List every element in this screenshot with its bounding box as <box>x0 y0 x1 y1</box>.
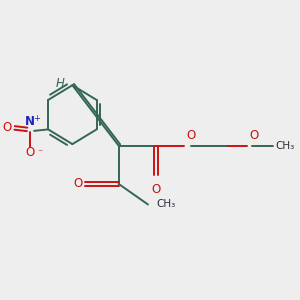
Text: O: O <box>2 122 11 134</box>
Text: O: O <box>250 129 259 142</box>
Text: CH₃: CH₃ <box>275 141 295 151</box>
Text: CH₃: CH₃ <box>156 200 176 209</box>
Text: +: + <box>33 114 40 123</box>
Text: N: N <box>25 115 35 128</box>
Text: O: O <box>74 177 82 190</box>
Text: H: H <box>56 77 64 90</box>
Text: O: O <box>152 183 161 196</box>
Text: O: O <box>187 129 196 142</box>
Text: O: O <box>25 146 34 159</box>
Text: ⁻: ⁻ <box>37 148 42 158</box>
